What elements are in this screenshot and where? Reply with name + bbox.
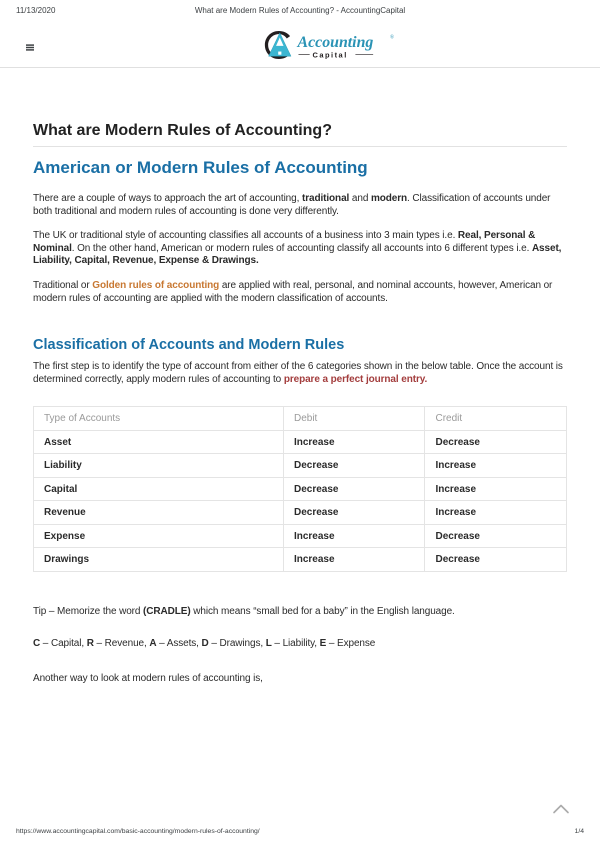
svg-text:®: ® [390,33,395,40]
svg-text:Accounting: Accounting [297,34,374,51]
svg-text:Capital: Capital [312,51,347,60]
